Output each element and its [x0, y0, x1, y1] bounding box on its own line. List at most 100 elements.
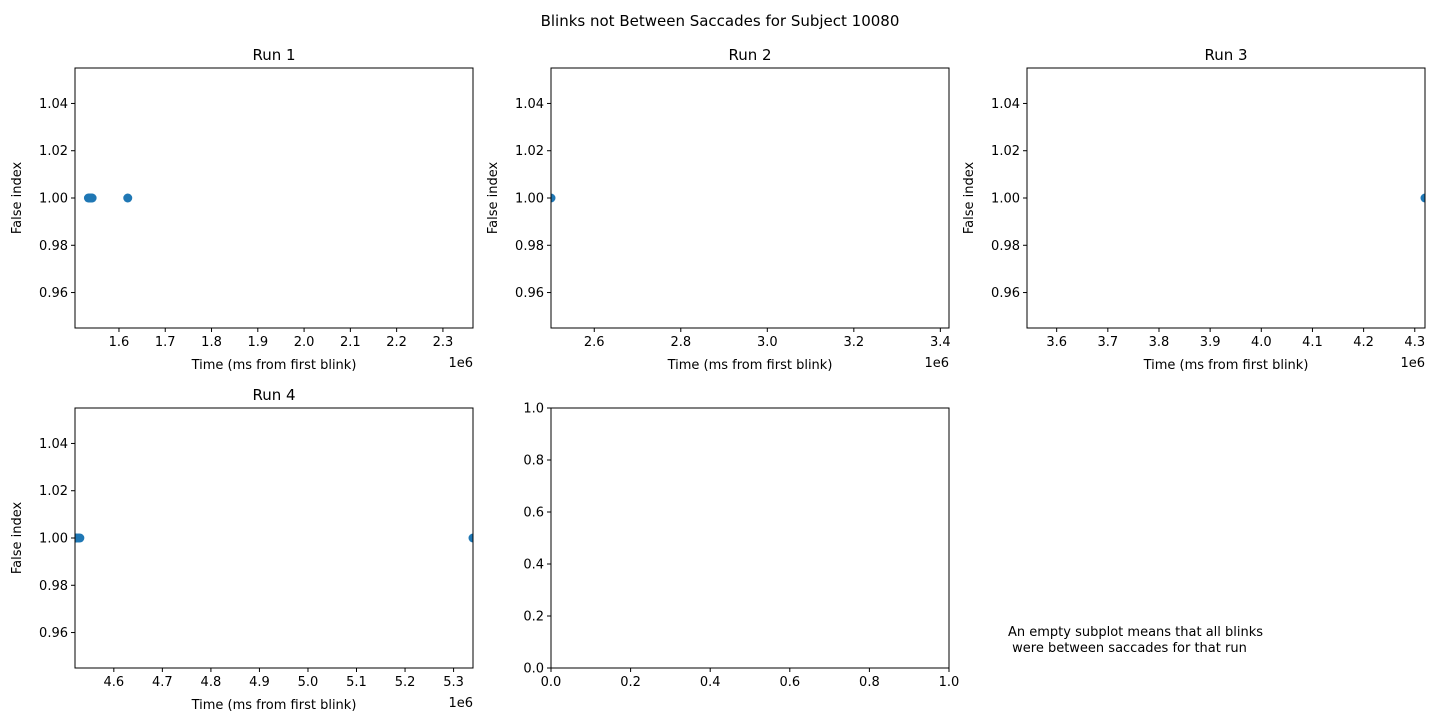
y-tick-label: 0.2 — [523, 610, 544, 625]
y-tick-label: 0.96 — [515, 286, 544, 301]
x-tick-label: 4.2 — [1353, 335, 1374, 350]
y-tick-label: 0.4 — [523, 558, 544, 573]
y-tick-label: 1.04 — [991, 97, 1020, 112]
y-tick-label: 1.0 — [523, 402, 544, 417]
x-axis-label: Time (ms from first blink) — [191, 698, 357, 713]
data-point-1 — [1420, 193, 1425, 203]
y-tick-label: 1.04 — [515, 97, 544, 112]
y-axis-label: False index — [10, 162, 25, 235]
data-point-6 — [123, 193, 133, 203]
x-tick-label: 2.3 — [433, 335, 454, 350]
y-tick-label: 1.04 — [39, 437, 68, 452]
y-tick-label: 0.98 — [39, 579, 68, 594]
axes-frame — [1026, 67, 1426, 329]
x-offset-label: 1e6 — [448, 696, 473, 711]
y-tick-label: 1.00 — [39, 532, 68, 547]
x-tick-label: 4.8 — [201, 675, 222, 690]
x-tick-label: 1.9 — [247, 335, 268, 350]
subplot-5: 0.0 0.2 0.4 0.6 0.8 1.0 0.0 0.2 0.4 0.6 0.8 1.0 — [523, 402, 959, 691]
x-tick-label: 0.2 — [620, 675, 641, 690]
subplot-1: 1.6 1.7 1.8 1.9 2.0 2.1 2.2 2.3 0.96 0.98 1.00 1.02… — [10, 46, 474, 373]
x-axis-label: Time (ms from first blink) — [667, 358, 833, 373]
y-tick-label: 1.02 — [39, 144, 68, 159]
x-tick-label: 4.0 — [1251, 335, 1272, 350]
subplot-title: Run 3 — [1204, 46, 1247, 64]
axes-frame — [550, 407, 950, 669]
x-tick-label: 1.0 — [939, 675, 960, 690]
x-tick-label: 3.0 — [757, 335, 778, 350]
y-tick-label: 1.02 — [39, 484, 68, 499]
empty-subplot-footnote: An empty subplot means that all blinks w… — [1008, 625, 1264, 656]
subplot-title: Run 1 — [252, 46, 295, 64]
scatter-points — [1420, 193, 1425, 203]
x-tick-label: 5.2 — [395, 675, 416, 690]
axes-frame — [74, 407, 474, 669]
y-tick-label: 1.02 — [991, 144, 1020, 159]
subplot-title: Run 2 — [728, 46, 771, 64]
data-point-1 — [551, 193, 556, 203]
x-tick-label: 0.6 — [779, 675, 800, 690]
data-point-4 — [75, 533, 85, 543]
x-tick-label: 4.9 — [249, 675, 270, 690]
x-offset-label: 1e6 — [1400, 356, 1425, 371]
x-tick-label: 2.8 — [670, 335, 691, 350]
x-tick-label: 5.3 — [443, 675, 464, 690]
x-tick-label: 4.6 — [103, 675, 124, 690]
y-axis-label: False index — [962, 162, 977, 235]
subplot-title: Run 4 — [252, 386, 295, 404]
y-tick-label: 1.00 — [39, 192, 68, 207]
x-tick-label: 1.7 — [155, 335, 176, 350]
y-tick-label: 0.6 — [523, 506, 544, 521]
x-tick-label: 0.4 — [700, 675, 721, 690]
x-axis-label: Time (ms from first blink) — [191, 358, 357, 373]
subplot-3: 3.6 3.7 3.8 3.9 4.0 4.1 4.2 4.3 0.96 0.98 1.00 1.02… — [962, 46, 1426, 373]
y-tick-label: 0.98 — [991, 239, 1020, 254]
subplot-4: 4.6 4.7 4.8 4.9 5.0 5.1 5.2 5.3 0.96 0.98 1.00 1.02… — [10, 386, 474, 713]
y-axis-label: False index — [10, 502, 25, 575]
x-tick-label: 3.6 — [1046, 335, 1067, 350]
x-tick-label: 2.2 — [386, 335, 407, 350]
x-offset-label: 1e6 — [924, 356, 949, 371]
x-tick-label: 5.1 — [346, 675, 367, 690]
x-tick-label: 3.2 — [843, 335, 864, 350]
scatter-points — [551, 193, 556, 203]
y-tick-label: 1.00 — [515, 192, 544, 207]
x-tick-label: 2.6 — [584, 335, 605, 350]
x-tick-label: 0.0 — [541, 675, 562, 690]
y-tick-label: 0.98 — [515, 239, 544, 254]
y-tick-label: 0.8 — [523, 454, 544, 469]
subplots-group: 1.6 1.7 1.8 1.9 2.0 2.1 2.2 2.30.960.981.001.02… — [10, 46, 1426, 713]
x-tick-label: 1.6 — [109, 335, 130, 350]
x-tick-label: 3.7 — [1097, 335, 1118, 350]
y-tick-label: 0.96 — [39, 286, 68, 301]
x-tick-label: 3.8 — [1149, 335, 1170, 350]
x-tick-label: 3.9 — [1200, 335, 1221, 350]
x-tick-label: 3.4 — [930, 335, 951, 350]
y-tick-label: 0.96 — [39, 626, 68, 641]
x-tick-label: 2.0 — [294, 335, 315, 350]
axes-frame — [550, 67, 950, 329]
x-tick-label: 4.1 — [1302, 335, 1323, 350]
x-tick-label: 2.1 — [340, 335, 361, 350]
y-axis-label: False index — [486, 162, 501, 235]
x-tick-label: 5.0 — [298, 675, 319, 690]
subplot-2: 2.6 2.8 3.0 3.2 3.4 0.96 0.98 1.00 1.02 1.04 Run 2… — [486, 46, 951, 373]
y-tick-label: 0.96 — [991, 286, 1020, 301]
data-point-5 — [468, 533, 473, 543]
figure-suptitle: Blinks not Between Saccades for Subject … — [541, 12, 900, 30]
axes-frame — [74, 67, 474, 329]
y-tick-label: 1.00 — [991, 192, 1020, 207]
x-tick-label: 4.7 — [152, 675, 173, 690]
x-tick-label: 0.8 — [859, 675, 880, 690]
x-offset-label: 1e6 — [448, 356, 473, 371]
y-tick-label: 0.0 — [523, 662, 544, 677]
scatter-points — [75, 533, 473, 543]
y-tick-label: 1.04 — [39, 97, 68, 112]
x-tick-label: 4.3 — [1404, 335, 1425, 350]
y-tick-label: 0.98 — [39, 239, 68, 254]
data-point-5 — [87, 193, 97, 203]
y-tick-label: 1.02 — [515, 144, 544, 159]
x-axis-label: Time (ms from first blink) — [1143, 358, 1309, 373]
x-tick-label: 1.8 — [201, 335, 222, 350]
